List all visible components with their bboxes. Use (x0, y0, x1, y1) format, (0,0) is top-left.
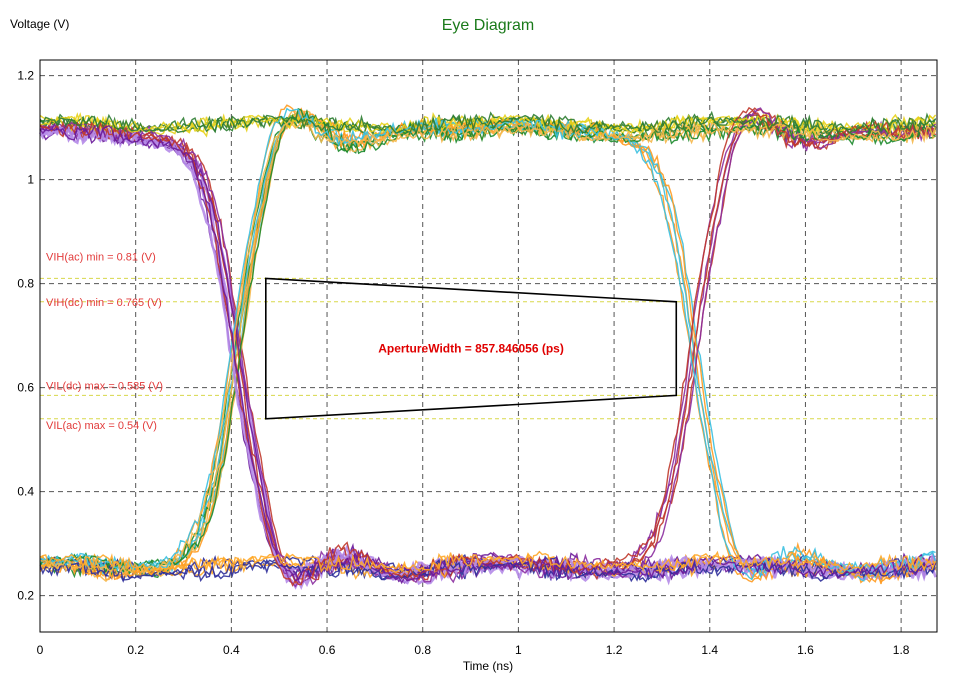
x-tick-label: 0.4 (223, 643, 240, 657)
plot-frame (39, 59, 938, 633)
threshold-label: VIH(ac) min = 0.81 (V) (46, 251, 156, 263)
eye-traces (38, 104, 937, 591)
chart-title: Eye Diagram (442, 17, 534, 34)
x-tick-label: 1.8 (893, 643, 910, 657)
threshold-label: VIL(dc) max = 0.585 (V) (46, 380, 163, 392)
x-tick-label: 1.2 (606, 643, 623, 657)
eye-trace (39, 106, 936, 587)
eye-trace (39, 550, 937, 575)
aperture-width-label: ApertureWidth = 857.846056 (ps) (378, 342, 564, 356)
y-tick-label: 0.6 (17, 381, 34, 395)
eye-trace (39, 107, 937, 588)
aperture-box: ApertureWidth = 857.846056 (ps) (265, 277, 678, 420)
eye-trace (39, 125, 937, 586)
x-tick-label: 0.2 (127, 643, 144, 657)
y-tick-label: 0.4 (17, 485, 34, 499)
grid (39, 60, 937, 632)
x-axis-label: Time (ns) (463, 659, 513, 673)
threshold-label: VIH(dc) min = 0.765 (V) (46, 297, 162, 309)
eye-trace (38, 125, 936, 591)
x-tick-label: 1.6 (797, 643, 814, 657)
y-tick-label: 0.2 (17, 589, 34, 603)
threshold-lines: VIH(ac) min = 0.81 (V) VIH(dc) min = 0.76… (40, 251, 937, 432)
x-tick-label: 0.6 (319, 643, 336, 657)
x-tick-label: 1.4 (701, 643, 718, 657)
x-tick-label: 0.8 (414, 643, 431, 657)
eye-trace (39, 110, 936, 137)
x-tick-label: 1 (515, 643, 522, 657)
eye-trace (39, 127, 936, 584)
x-tick-label: 0 (37, 643, 44, 657)
aperture-polygon (265, 277, 678, 420)
y-tick-label: 1.2 (17, 69, 34, 83)
y-tick-label: 0.8 (17, 277, 34, 291)
y-tick-label: 1 (27, 173, 34, 187)
tick-labels: 0 0.2 0.4 0.6 0.8 1 1.2 1.4 1.6 1.8 0.2 0.4 0.6 0.8 1 1… (17, 69, 909, 657)
y-axis-label: Voltage (V) (10, 17, 69, 31)
threshold-label: VIL(ac) max = 0.54 (V) (46, 420, 157, 432)
eye-trace (39, 107, 936, 573)
